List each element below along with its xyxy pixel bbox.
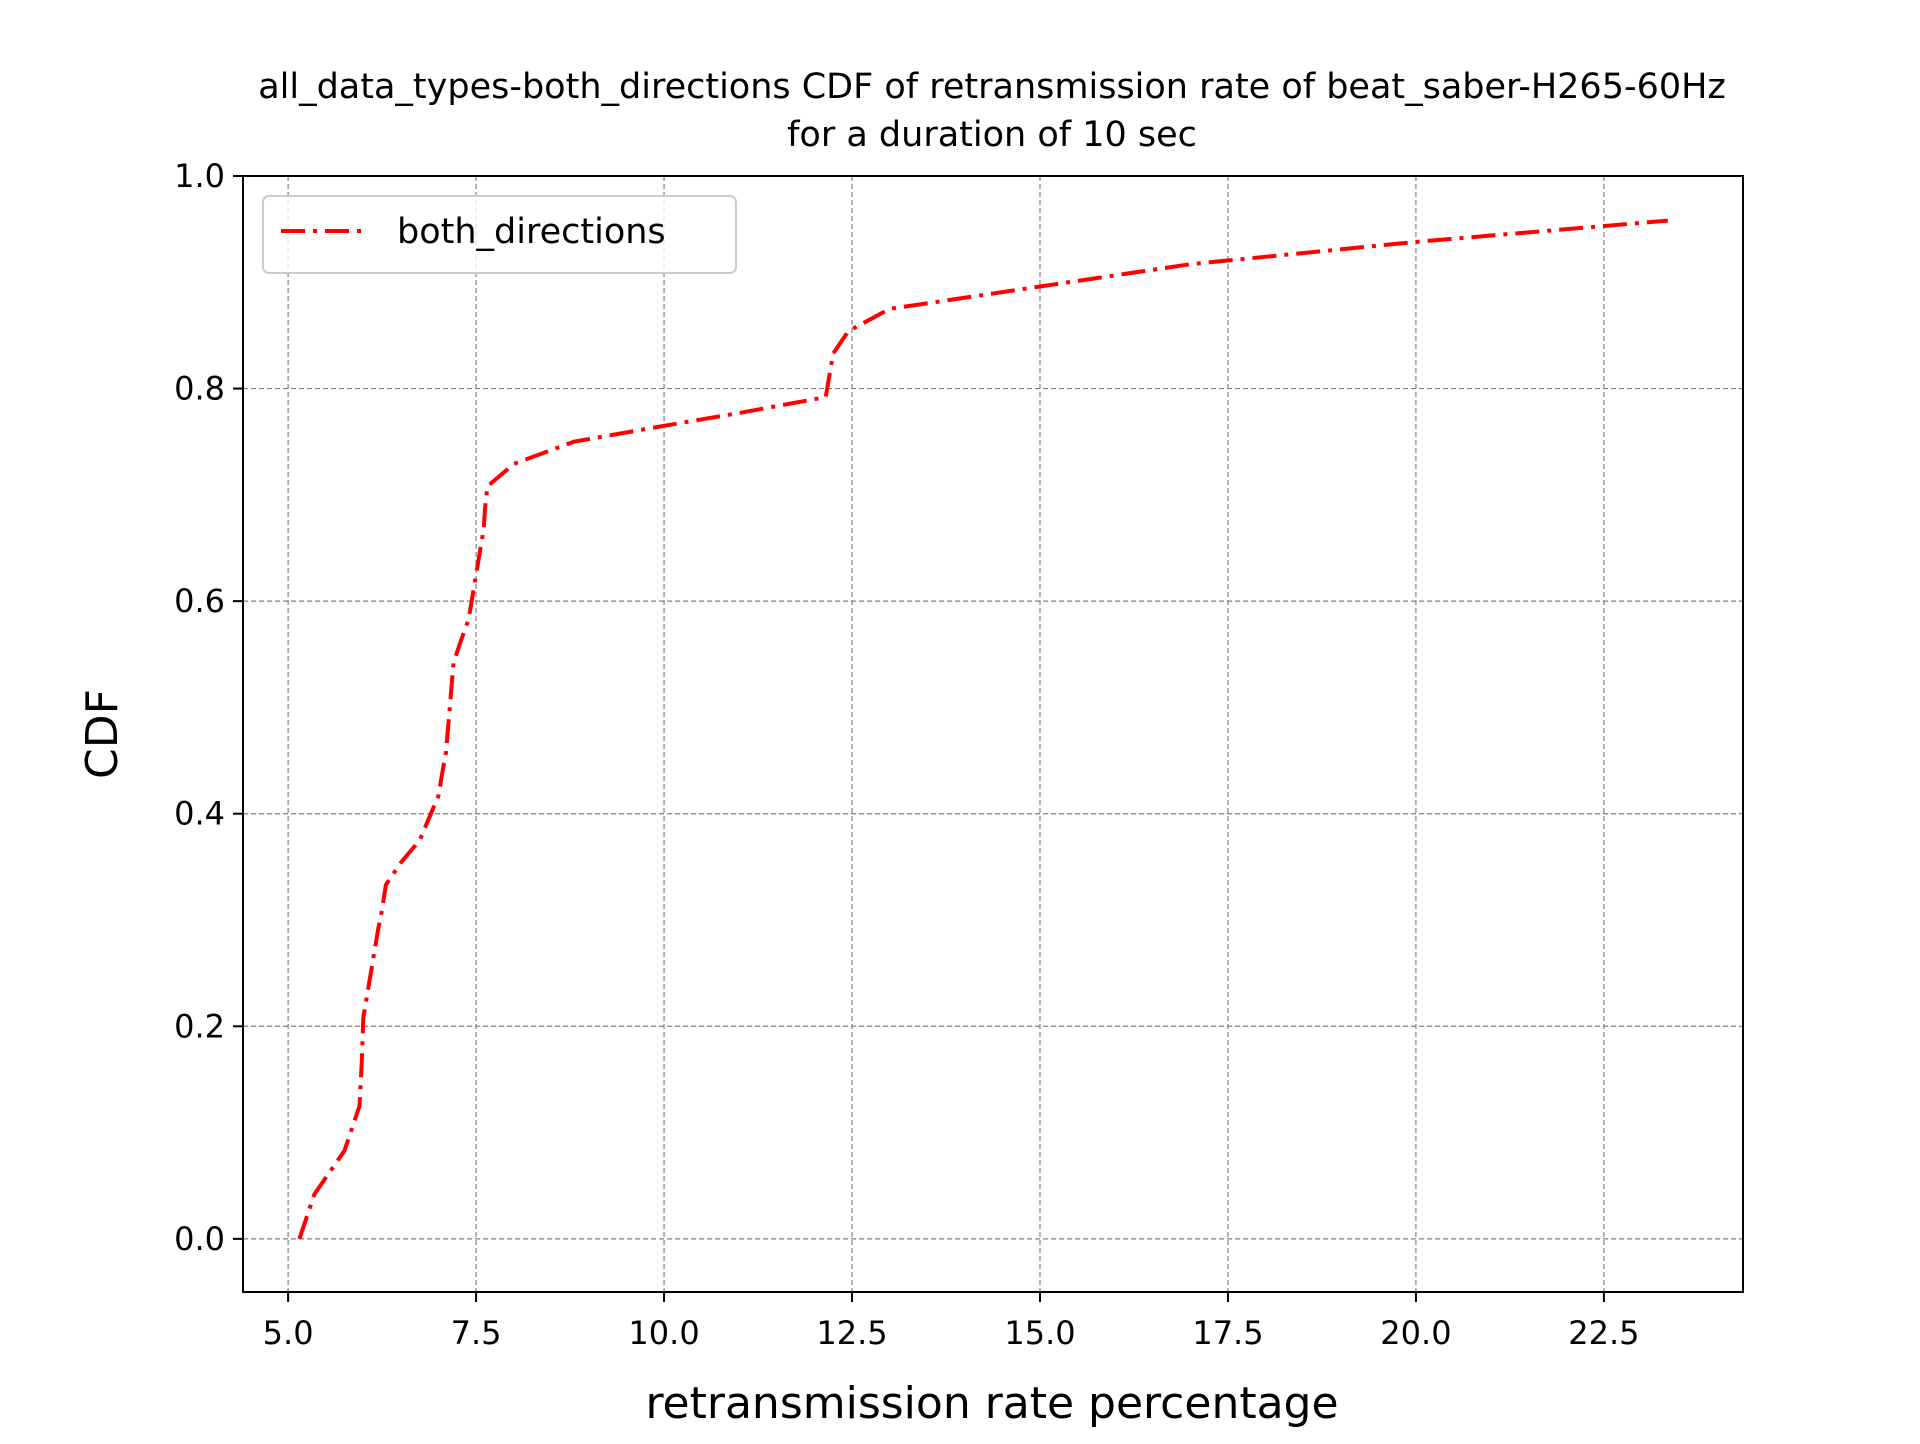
series-lines: [297, 218, 1668, 1240]
y-tick-label: 0.2: [174, 1007, 225, 1045]
x-tick-label: 7.5: [451, 1314, 502, 1352]
x-tick-label: 20.0: [1380, 1314, 1451, 1352]
y-axis-ticks: 0.0 0.2 0.4 0.6 0.8 1.0: [174, 157, 243, 1258]
y-tick-label: 1.0: [174, 157, 225, 195]
grid-lines: [243, 175, 1743, 1292]
y-tick-label: 0.0: [174, 1220, 225, 1258]
x-tick-label: 12.5: [816, 1314, 887, 1352]
x-axis-ticks: 5.0 7.5 10.0 12.5 15.0 17.5 20.0 22.5: [263, 1292, 1640, 1352]
x-tick-label: 5.0: [263, 1314, 314, 1352]
legend: both_directions: [262, 195, 737, 274]
chart-title-line1: all_data_types-both_directions CDF of re…: [258, 67, 1726, 107]
plot-area-frame: [242, 175, 1744, 1293]
x-axis-label: retransmission rate percentage: [645, 1378, 1338, 1429]
series-line-both_directions: [297, 218, 1668, 1240]
x-tick-label: 10.0: [628, 1314, 699, 1352]
legend-label: both_directions: [397, 212, 666, 252]
y-axis-label: CDF: [77, 689, 128, 779]
legend-frame: [262, 195, 737, 274]
y-tick-label: 0.4: [174, 795, 225, 833]
x-tick-label: 22.5: [1568, 1314, 1639, 1352]
y-tick-label: 0.6: [174, 582, 225, 620]
chart-title-line2: for a duration of 10 sec: [787, 115, 1197, 155]
x-tick-label: 17.5: [1192, 1314, 1263, 1352]
y-tick-label: 0.8: [174, 370, 225, 408]
x-tick-label: 15.0: [1004, 1314, 1075, 1352]
